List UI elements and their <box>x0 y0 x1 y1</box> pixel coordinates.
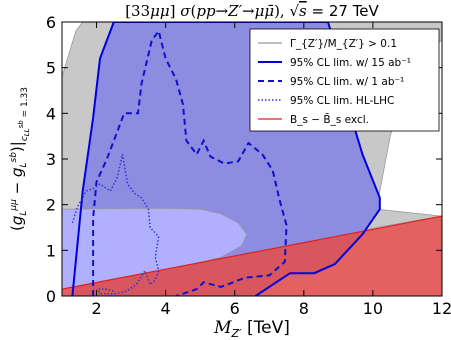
x-tick-label: 8 <box>299 299 309 318</box>
legend-label-lim1: 95% CL lim. w/ 1 ab⁻¹ <box>290 76 404 88</box>
svg-text:(gLμμ − gLsb)|cLLsb = 1.33: (gLμμ − gLsb)|cLLsb = 1.33 <box>8 87 31 231</box>
y-tick-label: 5 <box>46 59 56 78</box>
legend-item-lim15: 95% CL lim. w/ 15 ab⁻¹ <box>258 57 411 69</box>
x-tick-label: 6 <box>230 299 240 318</box>
legend-label-lim15: 95% CL lim. w/ 15 ab⁻¹ <box>290 57 411 69</box>
lim1-line <box>92 28 288 296</box>
legend-item-hl: 95% CL lim. HL-LHC <box>258 95 394 107</box>
bs-region <box>62 216 442 296</box>
legend-label-bs: B_s − B̄_s excl. <box>290 113 369 126</box>
y-tick-label: 1 <box>46 241 56 260</box>
legend-label-hl: 95% CL lim. HL-LHC <box>290 95 394 107</box>
x-tick-label: 12 <box>432 299 451 318</box>
y-axis-title: (gLμμ − gLsb)|cLLsb = 1.33 <box>8 87 31 231</box>
legend-item-width: Γ_{Z′}/M_{Z′} > 0.1 <box>258 38 397 50</box>
chart-title: [33μμ] σ(pp→Z′→μμ̄), √s = 27 TeV <box>125 2 379 20</box>
y-tick-label: 6 <box>46 13 56 32</box>
legend-item-bs: B_s − B̄_s excl. <box>258 113 369 126</box>
y-tick-label: 3 <box>46 150 56 169</box>
svg-text:[33μμ] σ(pp→Z′→μμ̄), √s = 27 T: [33μμ] σ(pp→Z′→μμ̄), √s = 27 TeV <box>125 2 379 20</box>
y-tick-label: 0 <box>46 287 56 306</box>
x-tick-label: 4 <box>161 299 171 318</box>
lim15-line <box>71 22 381 296</box>
svg-text:MZ′ [TeV]: MZ′ [TeV] <box>213 318 290 340</box>
y-tick-label: 2 <box>46 196 56 215</box>
x-tick-label: 2 <box>91 299 101 318</box>
x-axis-title: MZ′ [TeV] <box>213 318 290 340</box>
x-tick-label: 10 <box>363 299 383 318</box>
bs-boundary-line <box>62 215 442 290</box>
y-tick-label: 4 <box>46 104 56 123</box>
legend: Γ_{Z′}/M_{Z′} > 0.1 95% CL lim. w/ 15 ab… <box>249 28 440 132</box>
legend-item-lim1: 95% CL lim. w/ 1 ab⁻¹ <box>258 76 404 88</box>
legend-label-width: Γ_{Z′}/M_{Z′} > 0.1 <box>290 38 397 50</box>
